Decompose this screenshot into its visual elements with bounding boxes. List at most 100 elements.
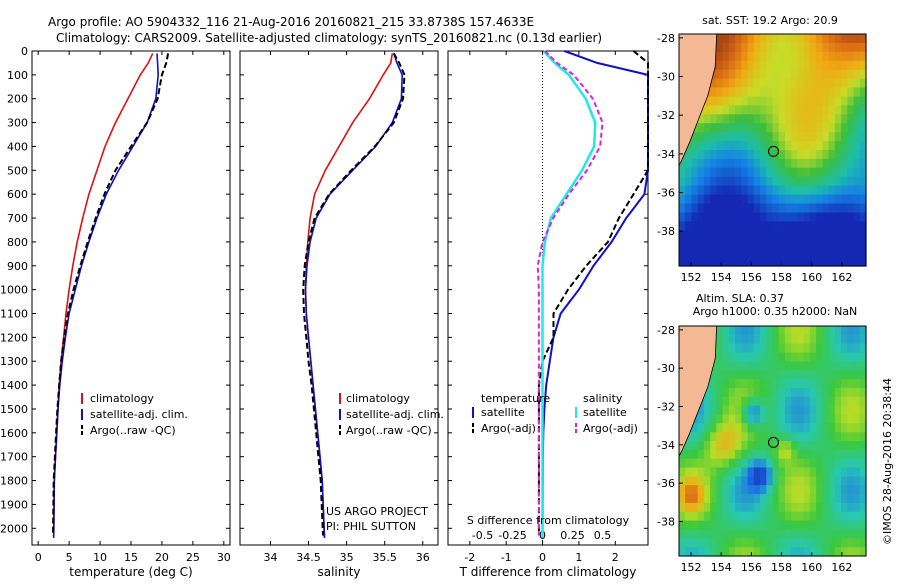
map-cell: [716, 230, 723, 240]
map-cell: [729, 379, 736, 388]
map-cell: [716, 141, 723, 151]
map-cell: [785, 168, 792, 178]
map-cell: [716, 79, 723, 89]
map-cell: [760, 52, 767, 62]
map-cell: [835, 97, 842, 107]
map-cell: [741, 61, 748, 71]
map-cell: [779, 468, 786, 477]
map-cell: [685, 150, 692, 160]
map-cell: [785, 468, 792, 477]
map-cell: [735, 370, 742, 379]
map-cell: [735, 423, 742, 432]
map-cell: [816, 468, 823, 477]
map-cell: [822, 494, 829, 503]
map-cell: [723, 521, 730, 530]
map-cell: [741, 213, 748, 223]
map-cell: [854, 494, 861, 503]
map-cell: [729, 88, 736, 98]
map-cell: [754, 230, 761, 240]
map-cell: [797, 397, 804, 406]
map-cell: [841, 432, 848, 441]
y-tick-label: 800: [7, 236, 28, 249]
map-cell: [791, 476, 798, 485]
map-cell: [773, 423, 780, 432]
map-cell: [729, 388, 736, 397]
map-cell: [804, 406, 811, 415]
map-cell: [685, 441, 692, 450]
map-cell: [835, 503, 842, 512]
map-cell: [847, 335, 854, 344]
map-cell: [841, 221, 848, 231]
map-cell: [854, 257, 861, 267]
map-cell: [735, 512, 742, 521]
map-y-tick-label: -36: [657, 187, 675, 200]
map-cell: [766, 97, 773, 107]
map-cell: [754, 432, 761, 441]
map-cell: [779, 361, 786, 370]
map-cell: [766, 468, 773, 477]
x-tick-label: 30: [217, 551, 231, 564]
map-cell: [835, 52, 842, 62]
map-cell: [698, 494, 705, 503]
map-cell: [810, 52, 817, 62]
map-cell: [835, 186, 842, 196]
x-tick-label: 2: [612, 551, 619, 564]
map-cell: [785, 221, 792, 231]
map-cell: [710, 195, 717, 205]
map-cell: [779, 177, 786, 187]
map-cell: [754, 114, 761, 124]
map-cell: [729, 503, 736, 512]
map-cell: [685, 186, 692, 196]
map-cell: [760, 221, 767, 231]
map-cell: [810, 43, 817, 53]
map-cell: [841, 114, 848, 124]
x-tick-label: 36: [416, 551, 430, 564]
map-cell: [748, 503, 755, 512]
map-cell: [729, 476, 736, 485]
map-cell: [735, 168, 742, 178]
map-cell: [847, 141, 854, 151]
map-cell: [785, 370, 792, 379]
map-cell: [797, 150, 804, 160]
map-cell: [716, 406, 723, 415]
map-cell: [748, 34, 755, 44]
map-cell: [735, 521, 742, 530]
map-cell: [822, 177, 829, 187]
map-cell: [791, 132, 798, 142]
map-cell: [797, 538, 804, 547]
map-cell: [754, 379, 761, 388]
map-cell: [723, 195, 730, 205]
map-cell: [698, 547, 705, 556]
map-cell: [791, 34, 798, 44]
map-cell: [816, 114, 823, 124]
map-cell: [741, 397, 748, 406]
map-cell: [835, 230, 842, 240]
y-tick-label: 400: [7, 140, 28, 153]
map-cell: [685, 177, 692, 187]
map-cell: [754, 105, 761, 115]
map-cell: [822, 353, 829, 362]
y-tick-label: 300: [7, 117, 28, 130]
map-cell: [710, 468, 717, 477]
map-cell: [698, 213, 705, 223]
y-tick-label: 1600: [0, 427, 28, 440]
map-cell: [835, 476, 842, 485]
map-cell: [797, 123, 804, 133]
map-cell: [710, 123, 717, 133]
map-cell: [785, 257, 792, 267]
temperature-panel: [32, 51, 230, 545]
map-cell: [741, 230, 748, 240]
map-cell: [773, 123, 780, 133]
map-cell: [679, 221, 686, 231]
map-cell: [841, 195, 848, 205]
map-cell: [797, 88, 804, 98]
map-cell: [685, 221, 692, 231]
map-cell: [841, 177, 848, 187]
map-cell: [692, 512, 699, 521]
map-cell: [754, 547, 761, 556]
map-cell: [716, 70, 723, 80]
map-cell: [704, 512, 711, 521]
map-cell: [704, 415, 711, 424]
legend-label-satellite: satellite-adj. clim.: [90, 408, 188, 421]
map-cell: [797, 353, 804, 362]
